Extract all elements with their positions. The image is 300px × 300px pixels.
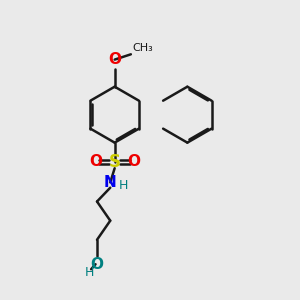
Text: H: H xyxy=(118,179,128,192)
Text: CH₃: CH₃ xyxy=(132,43,153,53)
Text: O: O xyxy=(89,154,102,169)
Text: H: H xyxy=(85,266,94,279)
Text: O: O xyxy=(108,52,121,67)
Text: O: O xyxy=(127,154,140,169)
Text: S: S xyxy=(109,153,121,171)
Text: N: N xyxy=(104,175,117,190)
Text: O: O xyxy=(91,257,103,272)
